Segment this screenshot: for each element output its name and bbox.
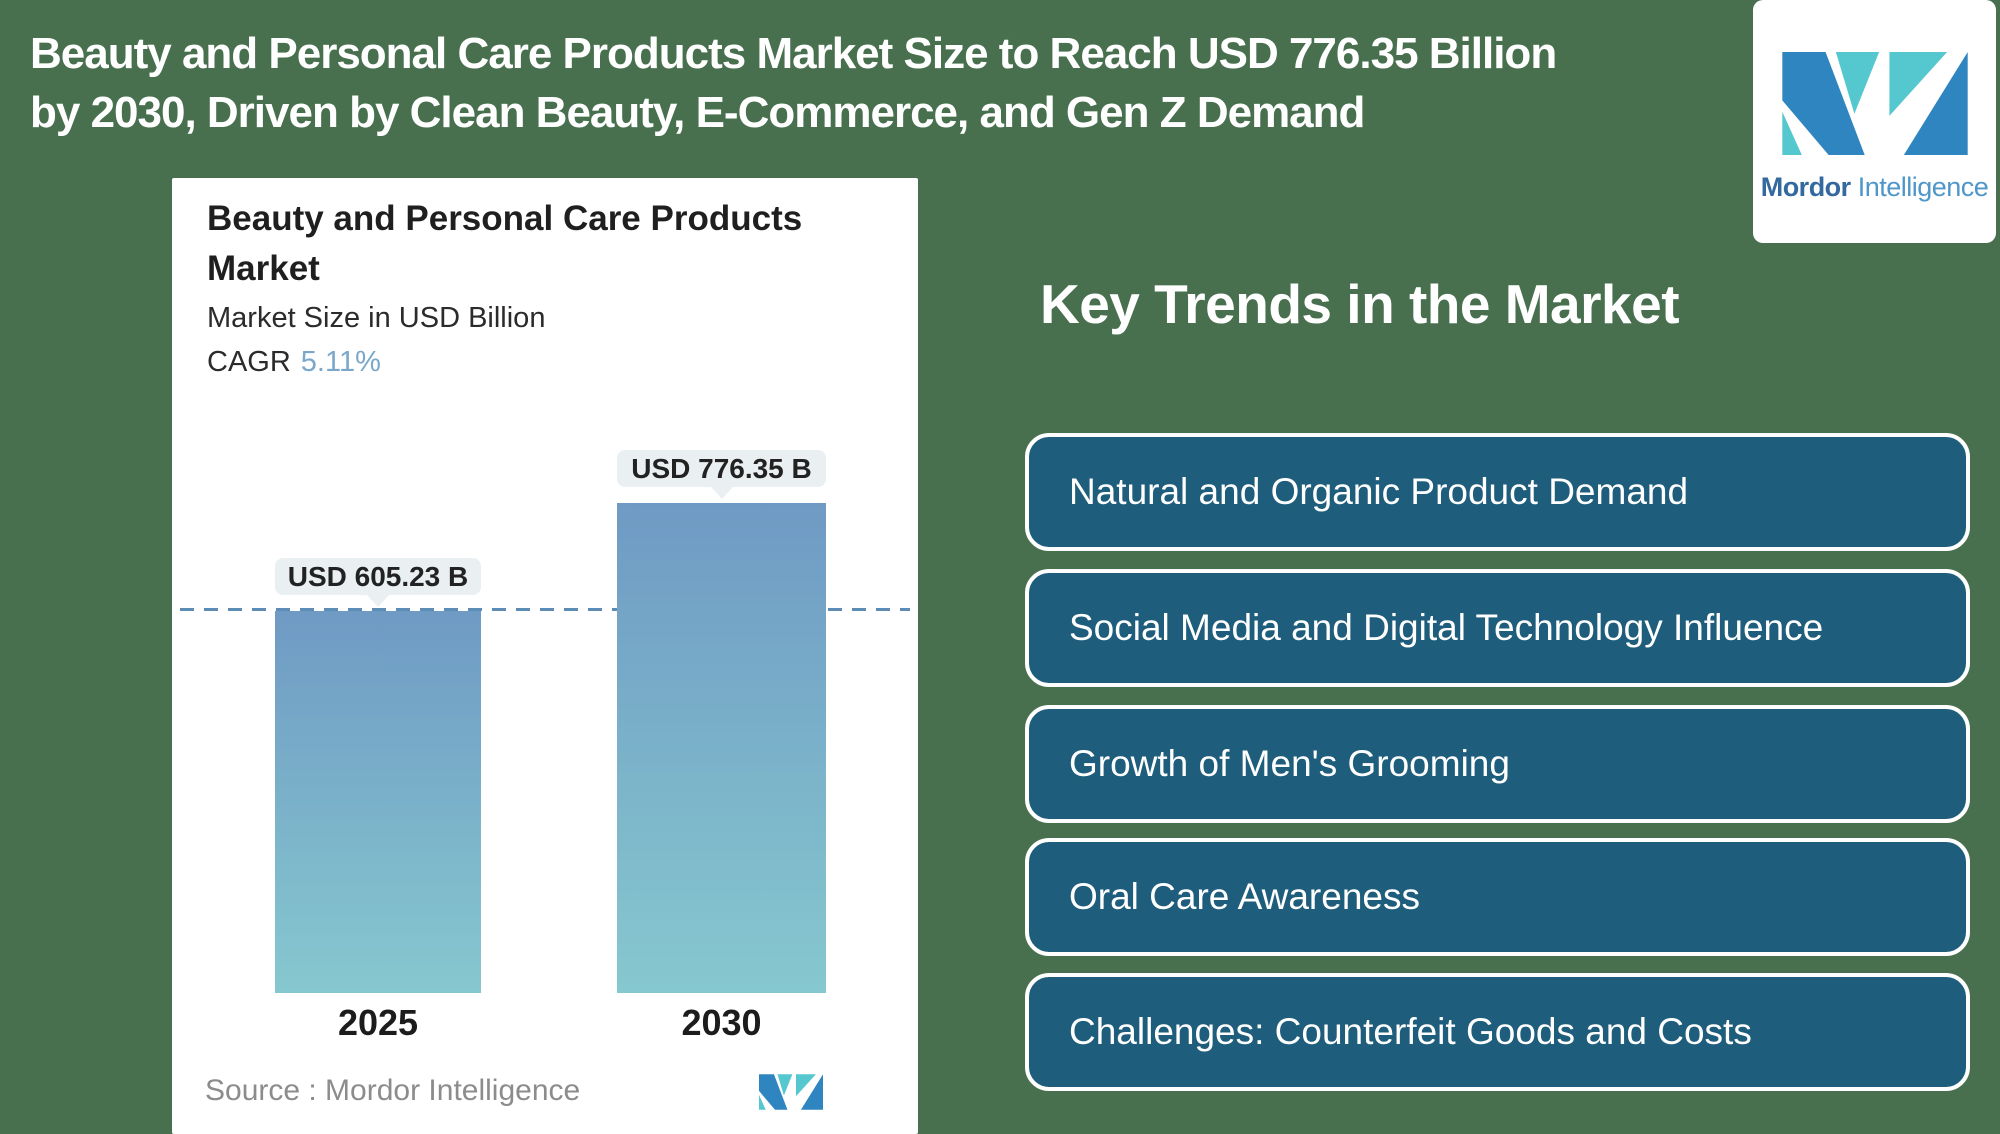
- value-label-2030-text: USD 776.35 B: [631, 452, 812, 484]
- cagr-row: CAGR 5.11%: [207, 346, 381, 379]
- trend-box-natural-organic: Natural and Organic Product Demand: [1025, 433, 1970, 551]
- chart-title-line1: Beauty and Personal Care Products: [207, 199, 803, 238]
- key-trends-heading: Key Trends in the Market: [1040, 273, 1680, 335]
- chart-title-line2: Market: [207, 249, 320, 288]
- trend-box-social-media: Social Media and Digital Technology Infl…: [1025, 569, 1970, 687]
- trend-box-challenges: Challenges: Counterfeit Goods and Costs: [1025, 973, 1970, 1091]
- chart-subtitle: Market Size in USD Billion: [207, 302, 546, 334]
- value-label-2025: USD 605.23 B: [275, 558, 481, 607]
- brand-wordmark: Mordor Intelligence: [1753, 172, 1996, 203]
- brand-logo-card: Mordor Intelligence: [1753, 0, 1996, 243]
- trend-box-mens-grooming: Growth of Men's Grooming: [1025, 705, 1970, 823]
- source-attribution: Source : Mordor Intelligence: [205, 1074, 581, 1107]
- page-title-line1: Beauty and Personal Care Products Market…: [30, 29, 1557, 78]
- trend-box-oral-care: Oral Care Awareness: [1025, 838, 1970, 956]
- bar-2025: [275, 611, 481, 993]
- brand-name-mordor: Mordor: [1760, 172, 1851, 202]
- page-title-line2: by 2030, Driven by Clean Beauty, E-Comme…: [30, 88, 1365, 137]
- value-label-2025-text: USD 605.23 B: [287, 560, 469, 592]
- chart-title: Beauty and Personal Care Products Market: [207, 194, 802, 294]
- market-chart-card: Beauty and Personal Care Products Market…: [172, 178, 918, 1134]
- bar-2030: [617, 503, 826, 993]
- bar-chart: USD 605.23 B USD 776.35 B 2025 2030 Sour…: [172, 178, 918, 1134]
- reference-dashed-line: [180, 608, 910, 611]
- x-axis-label-2025: 2025: [337, 1002, 419, 1043]
- mordor-m-logo-icon: [1781, 52, 1968, 155]
- x-axis-label-2030: 2030: [681, 1002, 762, 1043]
- cagr-label: CAGR: [207, 346, 291, 378]
- brand-name-intelligence: Intelligence: [1857, 172, 1989, 202]
- mordor-m-logo-icon-small: [759, 1074, 823, 1110]
- cagr-value: 5.11%: [300, 346, 381, 378]
- page-title: Beauty and Personal Care Products Market…: [30, 24, 1770, 142]
- value-label-2030: USD 776.35 B: [617, 450, 826, 499]
